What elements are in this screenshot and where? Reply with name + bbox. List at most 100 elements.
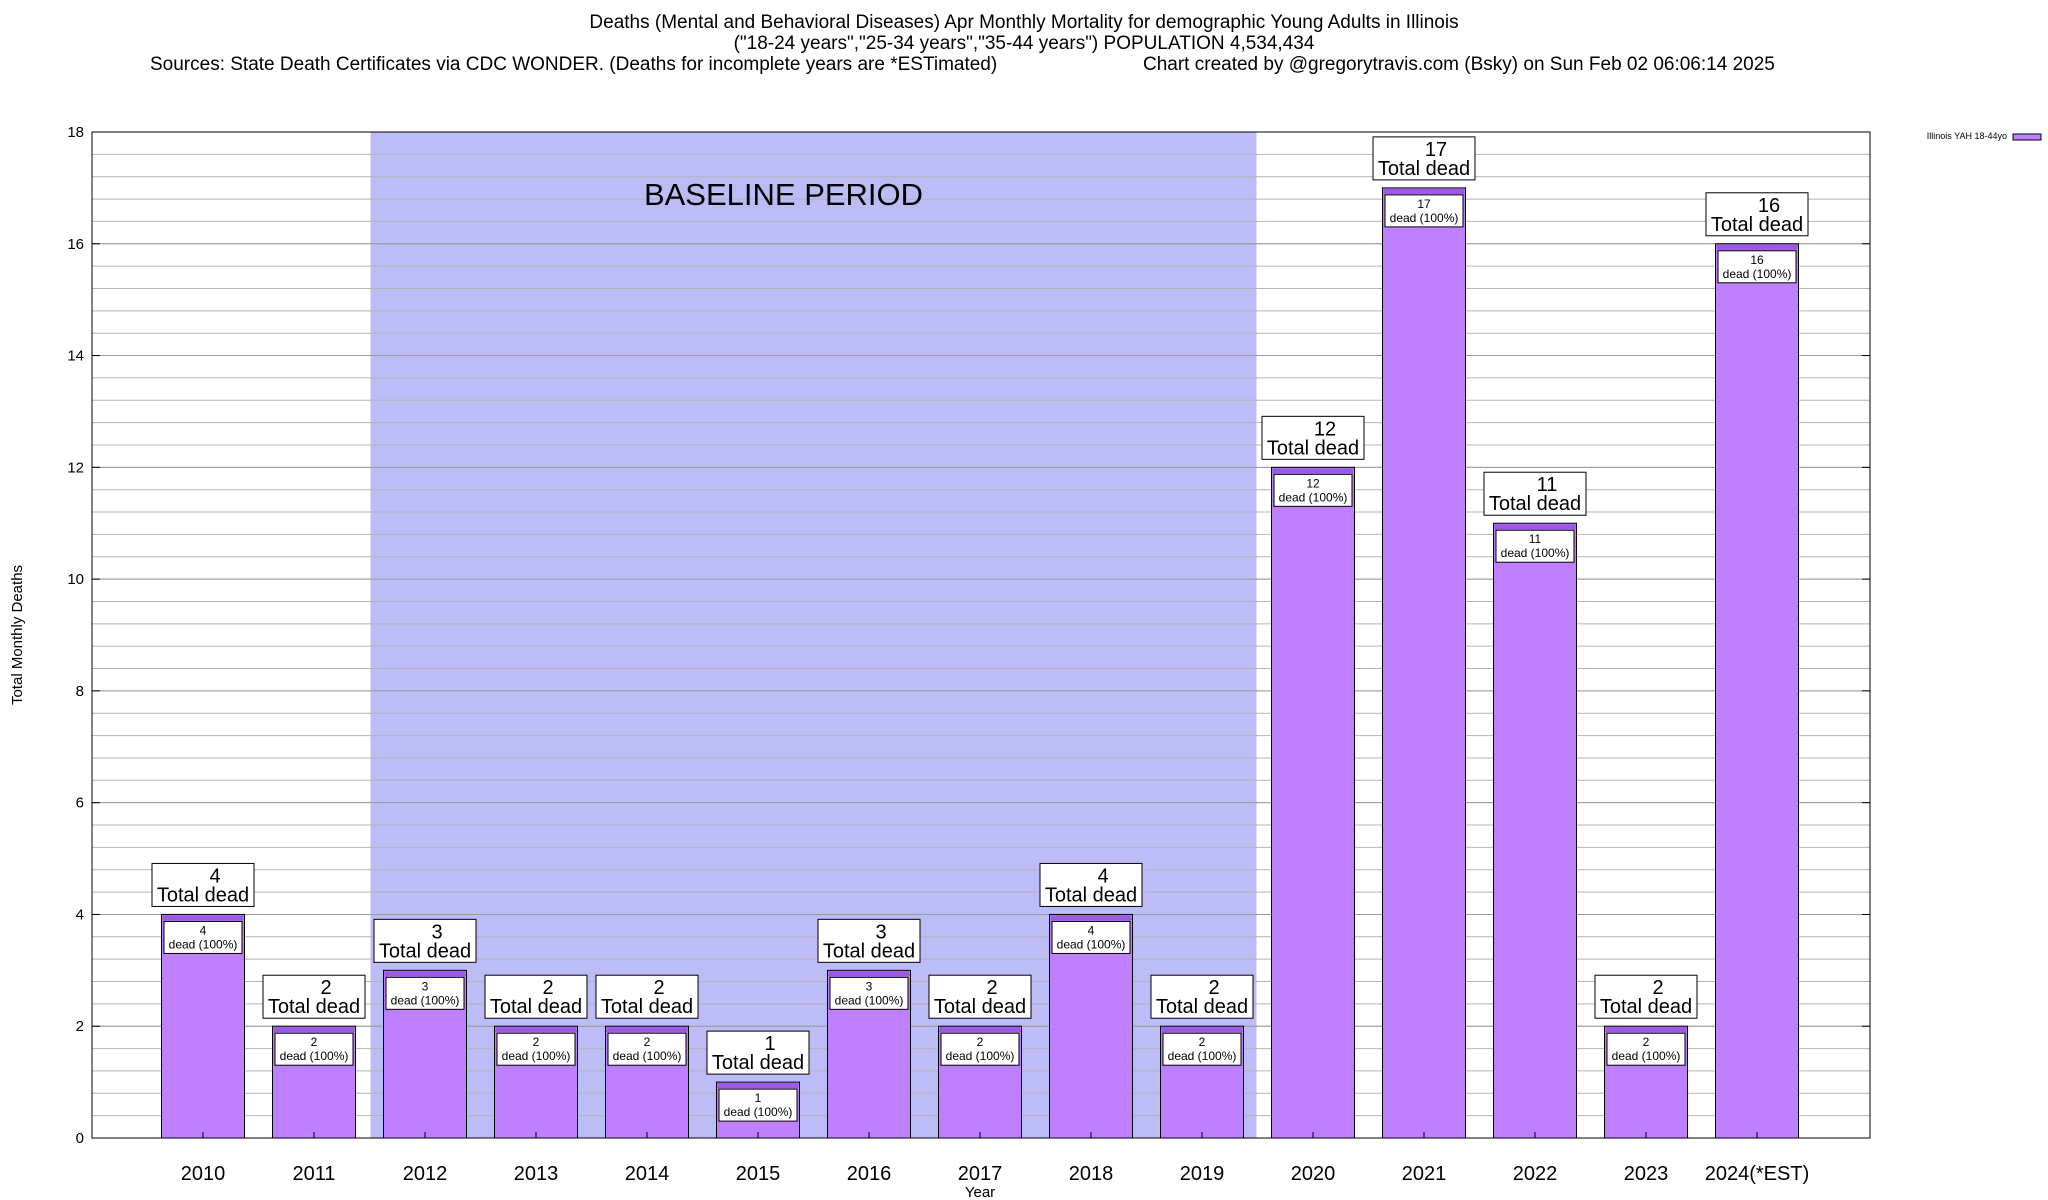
chart-sources: Sources: State Death Certificates via CD… (150, 54, 998, 75)
inner-label-value: 2 (311, 1035, 318, 1049)
total-label-suffix: Total dead (934, 996, 1026, 1018)
inner-label-box (1162, 1032, 1242, 1066)
inner-label-suffix: dead (100%) (1168, 1049, 1237, 1063)
inner-label-suffix: dead (100%) (502, 1049, 571, 1063)
total-label-suffix: Total dead (1378, 158, 1470, 180)
inner-label-suffix: dead (100%) (724, 1105, 793, 1119)
y-tick-label: 10 (67, 571, 84, 588)
inner-label-box (1717, 250, 1797, 284)
x-tick-label: 2018 (1069, 1163, 1114, 1185)
plot-frame (91, 131, 1871, 1139)
total-label-box (151, 862, 255, 907)
inner-label-suffix: dead (100%) (946, 1049, 1015, 1063)
total-label-value: 2 (1652, 977, 1663, 999)
total-label-box (1705, 192, 1809, 237)
inner-label-suffix: dead (100%) (280, 1049, 349, 1063)
chart-credit: Chart created by @gregorytravis.com (Bsk… (1143, 54, 1775, 75)
total-label-suffix: Total dead (490, 996, 582, 1018)
total-label-box (262, 974, 366, 1019)
x-tick-label: 2019 (1180, 1163, 1225, 1185)
bar-top-2022 (1494, 524, 1576, 530)
x-tick-label: 2022 (1513, 1163, 1558, 1185)
inner-label-value: 16 (1750, 253, 1764, 267)
y-tick-label: 6 (76, 795, 84, 812)
inner-label-box (607, 1032, 687, 1066)
inner-label-suffix: dead (100%) (1501, 546, 1570, 560)
x-tick-label: 2021 (1402, 1163, 1447, 1185)
y-tick-label: 12 (67, 459, 84, 476)
total-label-value: 16 (1758, 195, 1780, 217)
bar-top-2012 (384, 971, 466, 977)
bar-2021 (1382, 187, 1466, 1139)
inner-label-box (1384, 194, 1464, 228)
inner-label-box (385, 976, 465, 1010)
y-tick-label: 0 (76, 1130, 84, 1147)
inner-label-box (1273, 473, 1353, 507)
x-tick-label: 2023 (1624, 1163, 1669, 1185)
total-label-value: 4 (209, 865, 220, 887)
inner-label-value: 4 (1088, 923, 1095, 937)
inner-label-box (274, 1032, 354, 1066)
inner-label-value: 2 (1643, 1035, 1650, 1049)
bar-top-2011 (273, 1027, 355, 1033)
x-tick-label: 2015 (736, 1163, 781, 1185)
bar-2020 (1271, 466, 1355, 1139)
inner-label-box (718, 1088, 798, 1122)
inner-label-box (829, 976, 909, 1010)
baseline-period-label: BASELINE PERIOD (644, 177, 923, 212)
inner-label-value: 2 (977, 1035, 984, 1049)
inner-label-suffix: dead (100%) (169, 937, 238, 951)
bar-2022 (1493, 522, 1577, 1139)
inner-label-suffix: dead (100%) (1390, 211, 1459, 225)
total-label-suffix: Total dead (1489, 493, 1581, 515)
bar-top-2017 (939, 1027, 1021, 1033)
x-tick-label: 2013 (514, 1163, 559, 1185)
total-label-box (1483, 471, 1587, 516)
chart-title-line-2: ("18-24 years","25-34 years","35-44 year… (733, 33, 1315, 54)
total-label-value: 2 (320, 977, 331, 999)
x-tick-label: 2024(*EST) (1705, 1163, 1810, 1185)
total-label-box (928, 974, 1032, 1019)
bar-top-2018 (1050, 915, 1132, 921)
total-label-box (373, 918, 477, 963)
inner-label-value: 11 (1529, 532, 1542, 546)
bar-top-2010 (162, 915, 244, 921)
total-label-box (595, 974, 699, 1019)
total-label-value: 2 (542, 977, 553, 999)
total-label-box (1261, 415, 1365, 460)
inner-label-box (496, 1032, 576, 1066)
inner-label-value: 12 (1306, 476, 1320, 490)
chart-title: Deaths (Mental and Behavioral Diseases) … (0, 12, 2048, 54)
total-label-suffix: Total dead (712, 1052, 804, 1074)
bar-top-2015 (717, 1083, 799, 1089)
chart-title-line-1: Deaths (Mental and Behavioral Diseases) … (589, 12, 1459, 33)
inner-label-box (1495, 529, 1575, 563)
total-label-value: 17 (1425, 139, 1447, 161)
inner-label-value: 3 (422, 979, 429, 993)
inner-label-box (1606, 1032, 1686, 1066)
inner-label-box (163, 920, 243, 954)
total-label-value: 2 (1208, 977, 1219, 999)
bar-top-2014 (606, 1027, 688, 1033)
total-label-value: 3 (431, 921, 442, 943)
bar-top-2020 (1272, 468, 1354, 474)
bar-top-2013 (495, 1027, 577, 1033)
y-axis-label: Total Monthly Deaths (9, 565, 26, 705)
inner-label-suffix: dead (100%) (613, 1049, 682, 1063)
total-label-value: 1 (764, 1033, 775, 1055)
inner-label-value: 3 (866, 979, 873, 993)
bar-top-2016 (828, 971, 910, 977)
x-tick-label: 2011 (292, 1163, 335, 1185)
total-label-value: 2 (986, 977, 997, 999)
bar-top-2023 (1605, 1027, 1687, 1033)
y-tick-label: 18 (67, 124, 84, 141)
inner-label-value: 4 (200, 923, 207, 937)
inner-label-value: 2 (533, 1035, 540, 1049)
total-label-box (1594, 974, 1698, 1019)
x-tick-label: 2014 (625, 1163, 670, 1185)
total-label-suffix: Total dead (1711, 214, 1803, 236)
total-label-value: 4 (1097, 865, 1108, 887)
bar-top-2021 (1383, 188, 1465, 194)
legend-label: Illinois YAH 18-44yo (1927, 131, 2007, 141)
